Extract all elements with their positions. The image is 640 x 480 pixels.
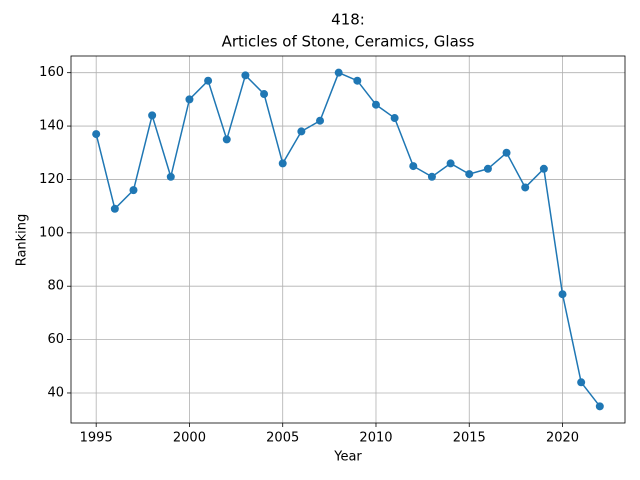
chart-title: 418:: [331, 11, 365, 29]
data-point: [241, 71, 250, 80]
x-tick-label: 2020: [546, 431, 579, 446]
data-point: [577, 378, 586, 387]
chart-title: Articles of Stone, Ceramics, Glass: [222, 33, 475, 51]
x-axis-label: Year: [333, 450, 362, 465]
data-point: [222, 135, 231, 144]
data-point: [166, 172, 175, 181]
y-axis-label: Ranking: [15, 214, 30, 267]
data-point: [446, 159, 455, 168]
data-point: [371, 100, 380, 109]
y-tick-label: 160: [39, 65, 64, 80]
data-point: [110, 204, 119, 213]
data-point: [427, 172, 436, 181]
y-tick-label: 40: [47, 385, 64, 400]
y-tick-label: 140: [39, 119, 64, 134]
x-tick-label: 2005: [266, 431, 299, 446]
data-point: [260, 90, 269, 99]
data-point: [297, 127, 306, 136]
data-point: [148, 111, 157, 120]
data-point: [353, 76, 362, 85]
x-tick-label: 2000: [173, 431, 206, 446]
y-tick-label: 100: [39, 225, 64, 240]
data-point: [204, 76, 213, 85]
data-point: [558, 290, 567, 299]
plot-frame: [70, 55, 626, 424]
data-point: [129, 186, 138, 195]
y-tick-label: 80: [47, 279, 64, 294]
data-point: [92, 130, 101, 139]
data-point: [409, 162, 418, 171]
data-point: [539, 164, 548, 173]
data-point: [334, 68, 343, 77]
x-tick-label: 2010: [359, 431, 392, 446]
data-line: [95, 71, 601, 407]
data-point: [483, 164, 492, 173]
y-tick-label: 60: [47, 332, 64, 347]
x-tick-label: 1995: [80, 431, 113, 446]
data-point: [316, 116, 325, 125]
data-point: [521, 183, 530, 192]
data-point: [465, 170, 474, 179]
data-point: [278, 159, 287, 168]
data-point: [390, 114, 399, 123]
y-tick-label: 120: [39, 172, 64, 187]
data-point: [502, 148, 511, 157]
data-point: [595, 402, 604, 411]
x-tick-label: 2015: [453, 431, 486, 446]
data-point: [185, 95, 194, 104]
